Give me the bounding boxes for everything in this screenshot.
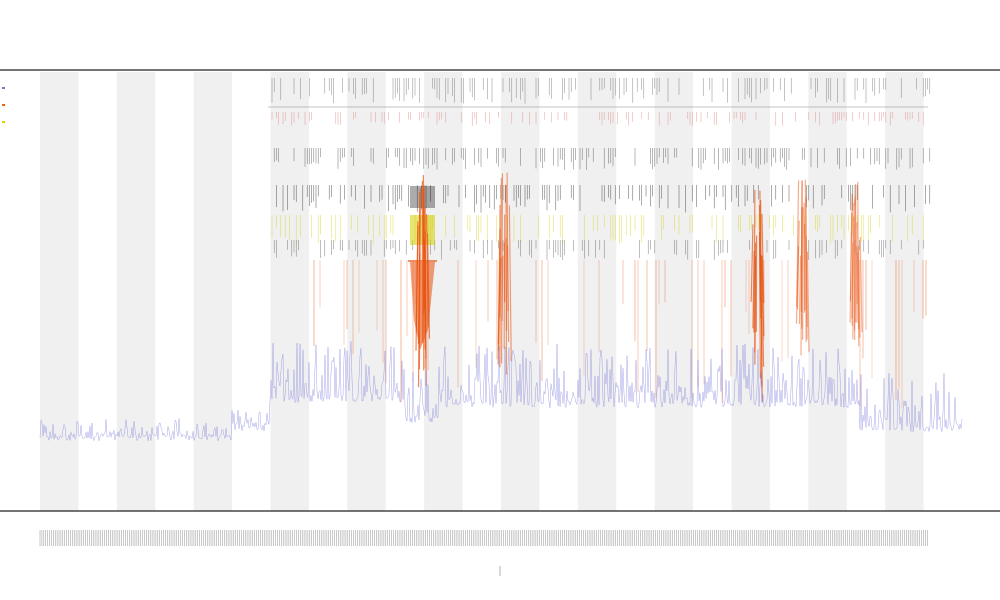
hot-funnel [410,262,435,350]
background-band [193,72,233,511]
hot-streak [800,207,803,356]
hot-streak [804,179,807,343]
background-band [270,72,309,511]
hot-region [750,189,765,403]
hot-streak [800,180,803,312]
legend-swatch-icon [2,86,5,89]
background-band [40,72,79,511]
hot-streak [795,245,800,324]
hot-streak [506,244,510,343]
hot-streak [849,213,853,323]
hot-streak [497,228,501,351]
hot-streak [505,184,508,331]
hot-streak [750,224,754,302]
legend-entry [2,114,6,131]
background-band [808,72,847,511]
hot-streak [851,202,854,326]
hot-streak [849,193,853,302]
background-band [654,72,694,511]
legend-entry [2,97,6,114]
hot-streak [754,242,757,365]
hot-region [849,182,863,347]
hot-streak [508,205,512,362]
legend [2,80,9,131]
legend-swatch-icon [2,120,5,123]
hot-streak [852,216,855,340]
legend-entry [2,80,6,97]
hot-streak [796,180,800,308]
background-band [116,72,156,511]
hot-streak [796,220,800,310]
hot-streak [761,255,765,336]
background-band [577,72,617,511]
hot-region [795,179,810,356]
hot-streak [499,178,502,368]
hot-streak [857,252,860,347]
hot-streak [761,213,765,304]
hot-streak [857,182,860,330]
hot-streak [760,254,763,403]
hot-streak [758,231,761,379]
legend-swatch-icon [2,103,5,106]
hot-streak [851,242,854,319]
hot-streak [805,197,808,340]
hot-streak [500,173,504,364]
hot-streak [805,236,808,328]
background-band [347,72,386,511]
hot-streak [798,255,802,325]
background-band [885,72,924,511]
hot-streak [859,237,863,333]
hot-streak [806,251,810,353]
hot-region [497,172,512,375]
hot-streak [858,245,861,338]
coverage-series-line [39,341,963,442]
hot-streak [753,189,756,333]
